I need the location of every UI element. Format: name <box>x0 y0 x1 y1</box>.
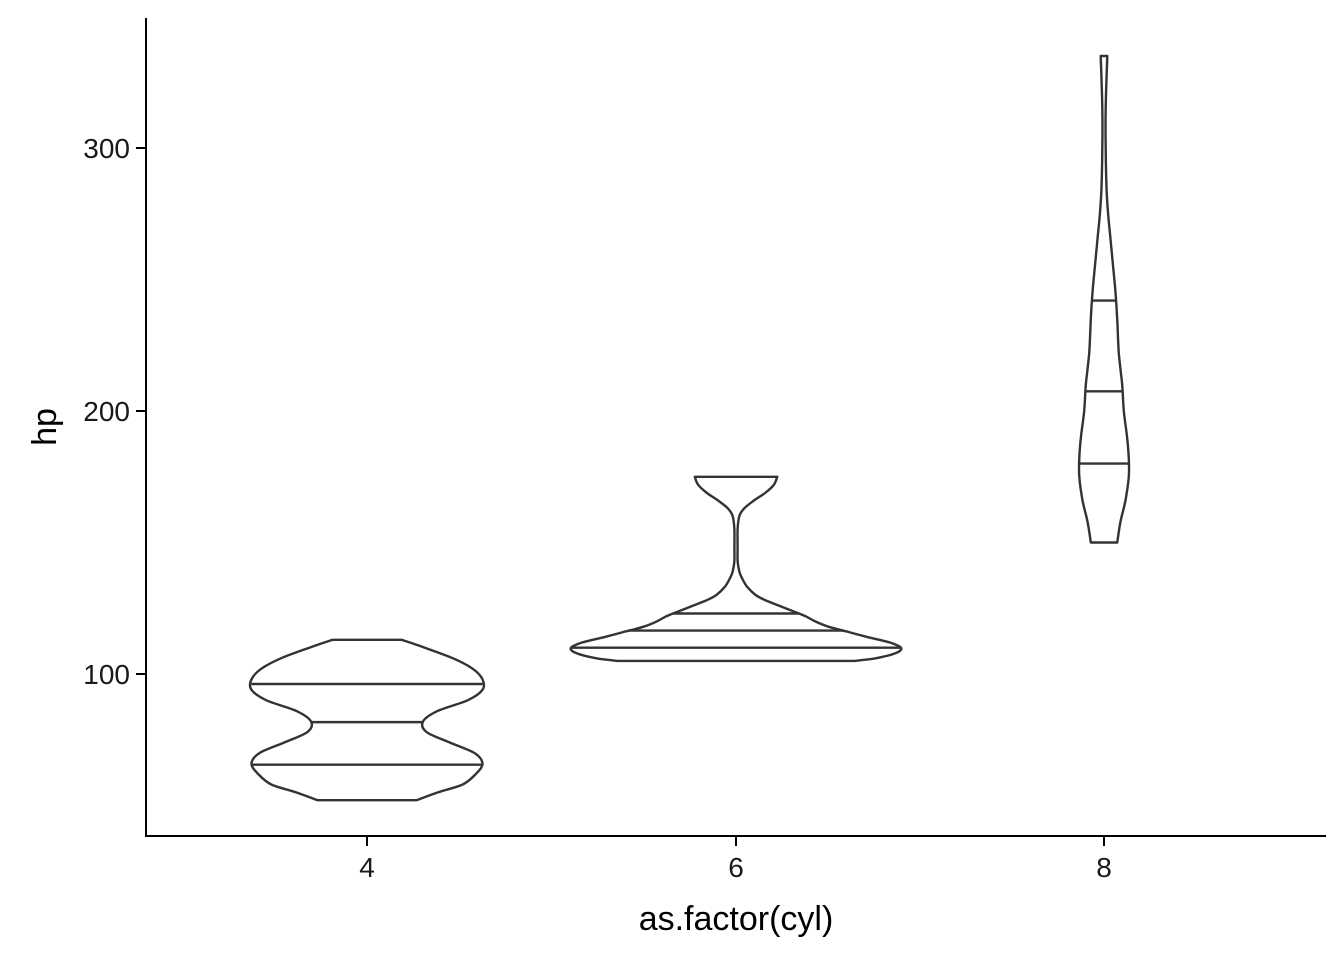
y-tick-label: 100 <box>83 659 130 690</box>
violin-cyl-6 <box>569 475 903 663</box>
x-axis-title: as.factor(cyl) <box>639 900 834 938</box>
violins-layer <box>248 54 1131 802</box>
x-axis-ticks: 4 6 8 <box>359 836 1112 883</box>
y-axis-ticks: 100 200 300 <box>83 133 146 690</box>
x-tick-label: 6 <box>728 852 744 883</box>
y-tick-label: 300 <box>83 133 130 164</box>
violin-cyl-4 <box>248 638 486 802</box>
y-tick-label: 200 <box>83 396 130 427</box>
x-tick-label: 8 <box>1096 852 1112 883</box>
x-tick-label: 4 <box>359 852 375 883</box>
violin-cyl-8 <box>1077 54 1131 544</box>
y-axis-title: hp <box>26 408 64 446</box>
